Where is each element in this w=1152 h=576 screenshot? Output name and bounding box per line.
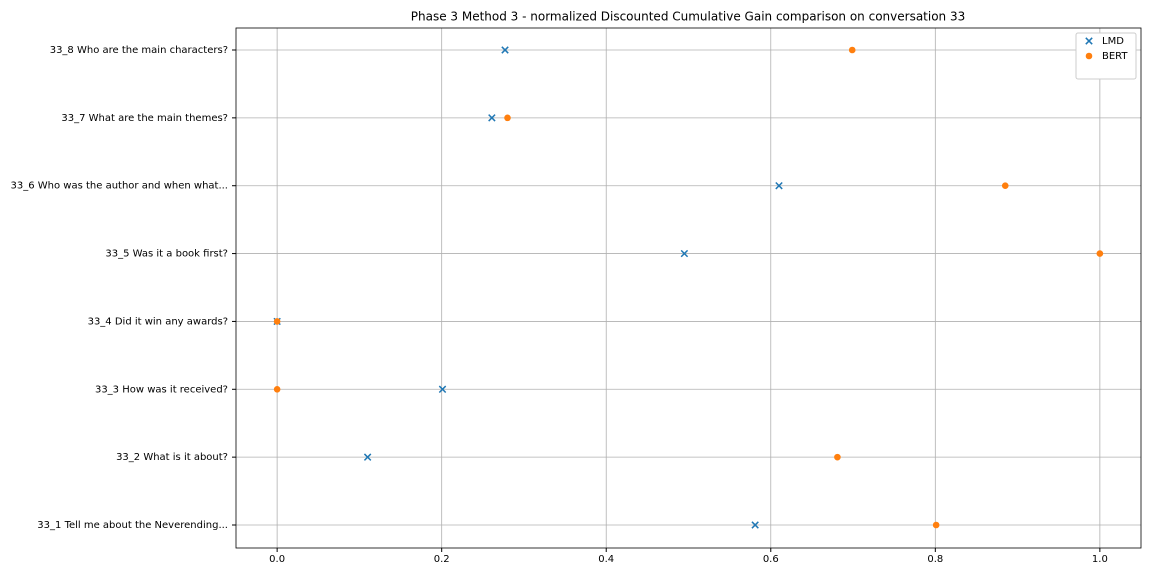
y-tick-label: 33_5 Was it a book first? <box>105 249 228 260</box>
marker <box>501 46 509 54</box>
y-tick-label: 33_2 What is it about? <box>116 452 228 463</box>
point <box>273 385 281 393</box>
x-tick-label: 0.4 <box>598 554 614 565</box>
point <box>680 249 689 258</box>
y-tick-label: 33_8 Who are the main characters? <box>50 45 228 56</box>
point <box>273 318 281 325</box>
point <box>834 453 841 461</box>
point <box>504 114 511 122</box>
y-tick-label: 33_7 What are the main themes? <box>61 113 228 124</box>
x-tick-label: 0.0 <box>269 554 285 565</box>
legend-label: BERT <box>1102 51 1128 62</box>
point <box>488 114 496 122</box>
point <box>363 453 372 461</box>
marker <box>751 521 759 529</box>
point <box>438 385 447 394</box>
marker <box>438 385 447 394</box>
legend: LMD BERT <box>1075 32 1137 80</box>
legend-box <box>1075 32 1137 80</box>
x-tick-label: 0.8 <box>927 554 943 565</box>
chart-title: Phase 3 Method 3 - normalized Discounted… <box>411 10 966 24</box>
point <box>932 521 940 529</box>
y-tick-label: 33_1 Tell me about the Neverending... <box>37 520 228 531</box>
y-tick-label: 33_3 How was it received? <box>95 384 228 395</box>
y-tick-label: 33_6 Who was the author and when what... <box>11 181 229 192</box>
y-tick-label: 33_4 Did it win any awards? <box>88 316 228 327</box>
marker <box>1085 37 1093 45</box>
plot-frame <box>235 27 1142 549</box>
x-tick-label: 0.6 <box>763 554 779 565</box>
x-tick-label: 1.0 <box>1092 554 1108 565</box>
x-tick-label: 0.2 <box>434 554 450 565</box>
point <box>1085 52 1093 60</box>
point <box>751 521 759 529</box>
legend-label: LMD <box>1102 36 1124 47</box>
point <box>501 46 509 54</box>
point <box>848 46 856 54</box>
point <box>1001 182 1009 190</box>
marker <box>680 249 689 258</box>
marker <box>488 114 496 122</box>
marker <box>775 181 783 190</box>
marker <box>363 453 372 461</box>
point <box>775 181 783 190</box>
point <box>1085 37 1093 45</box>
point <box>1096 250 1104 257</box>
